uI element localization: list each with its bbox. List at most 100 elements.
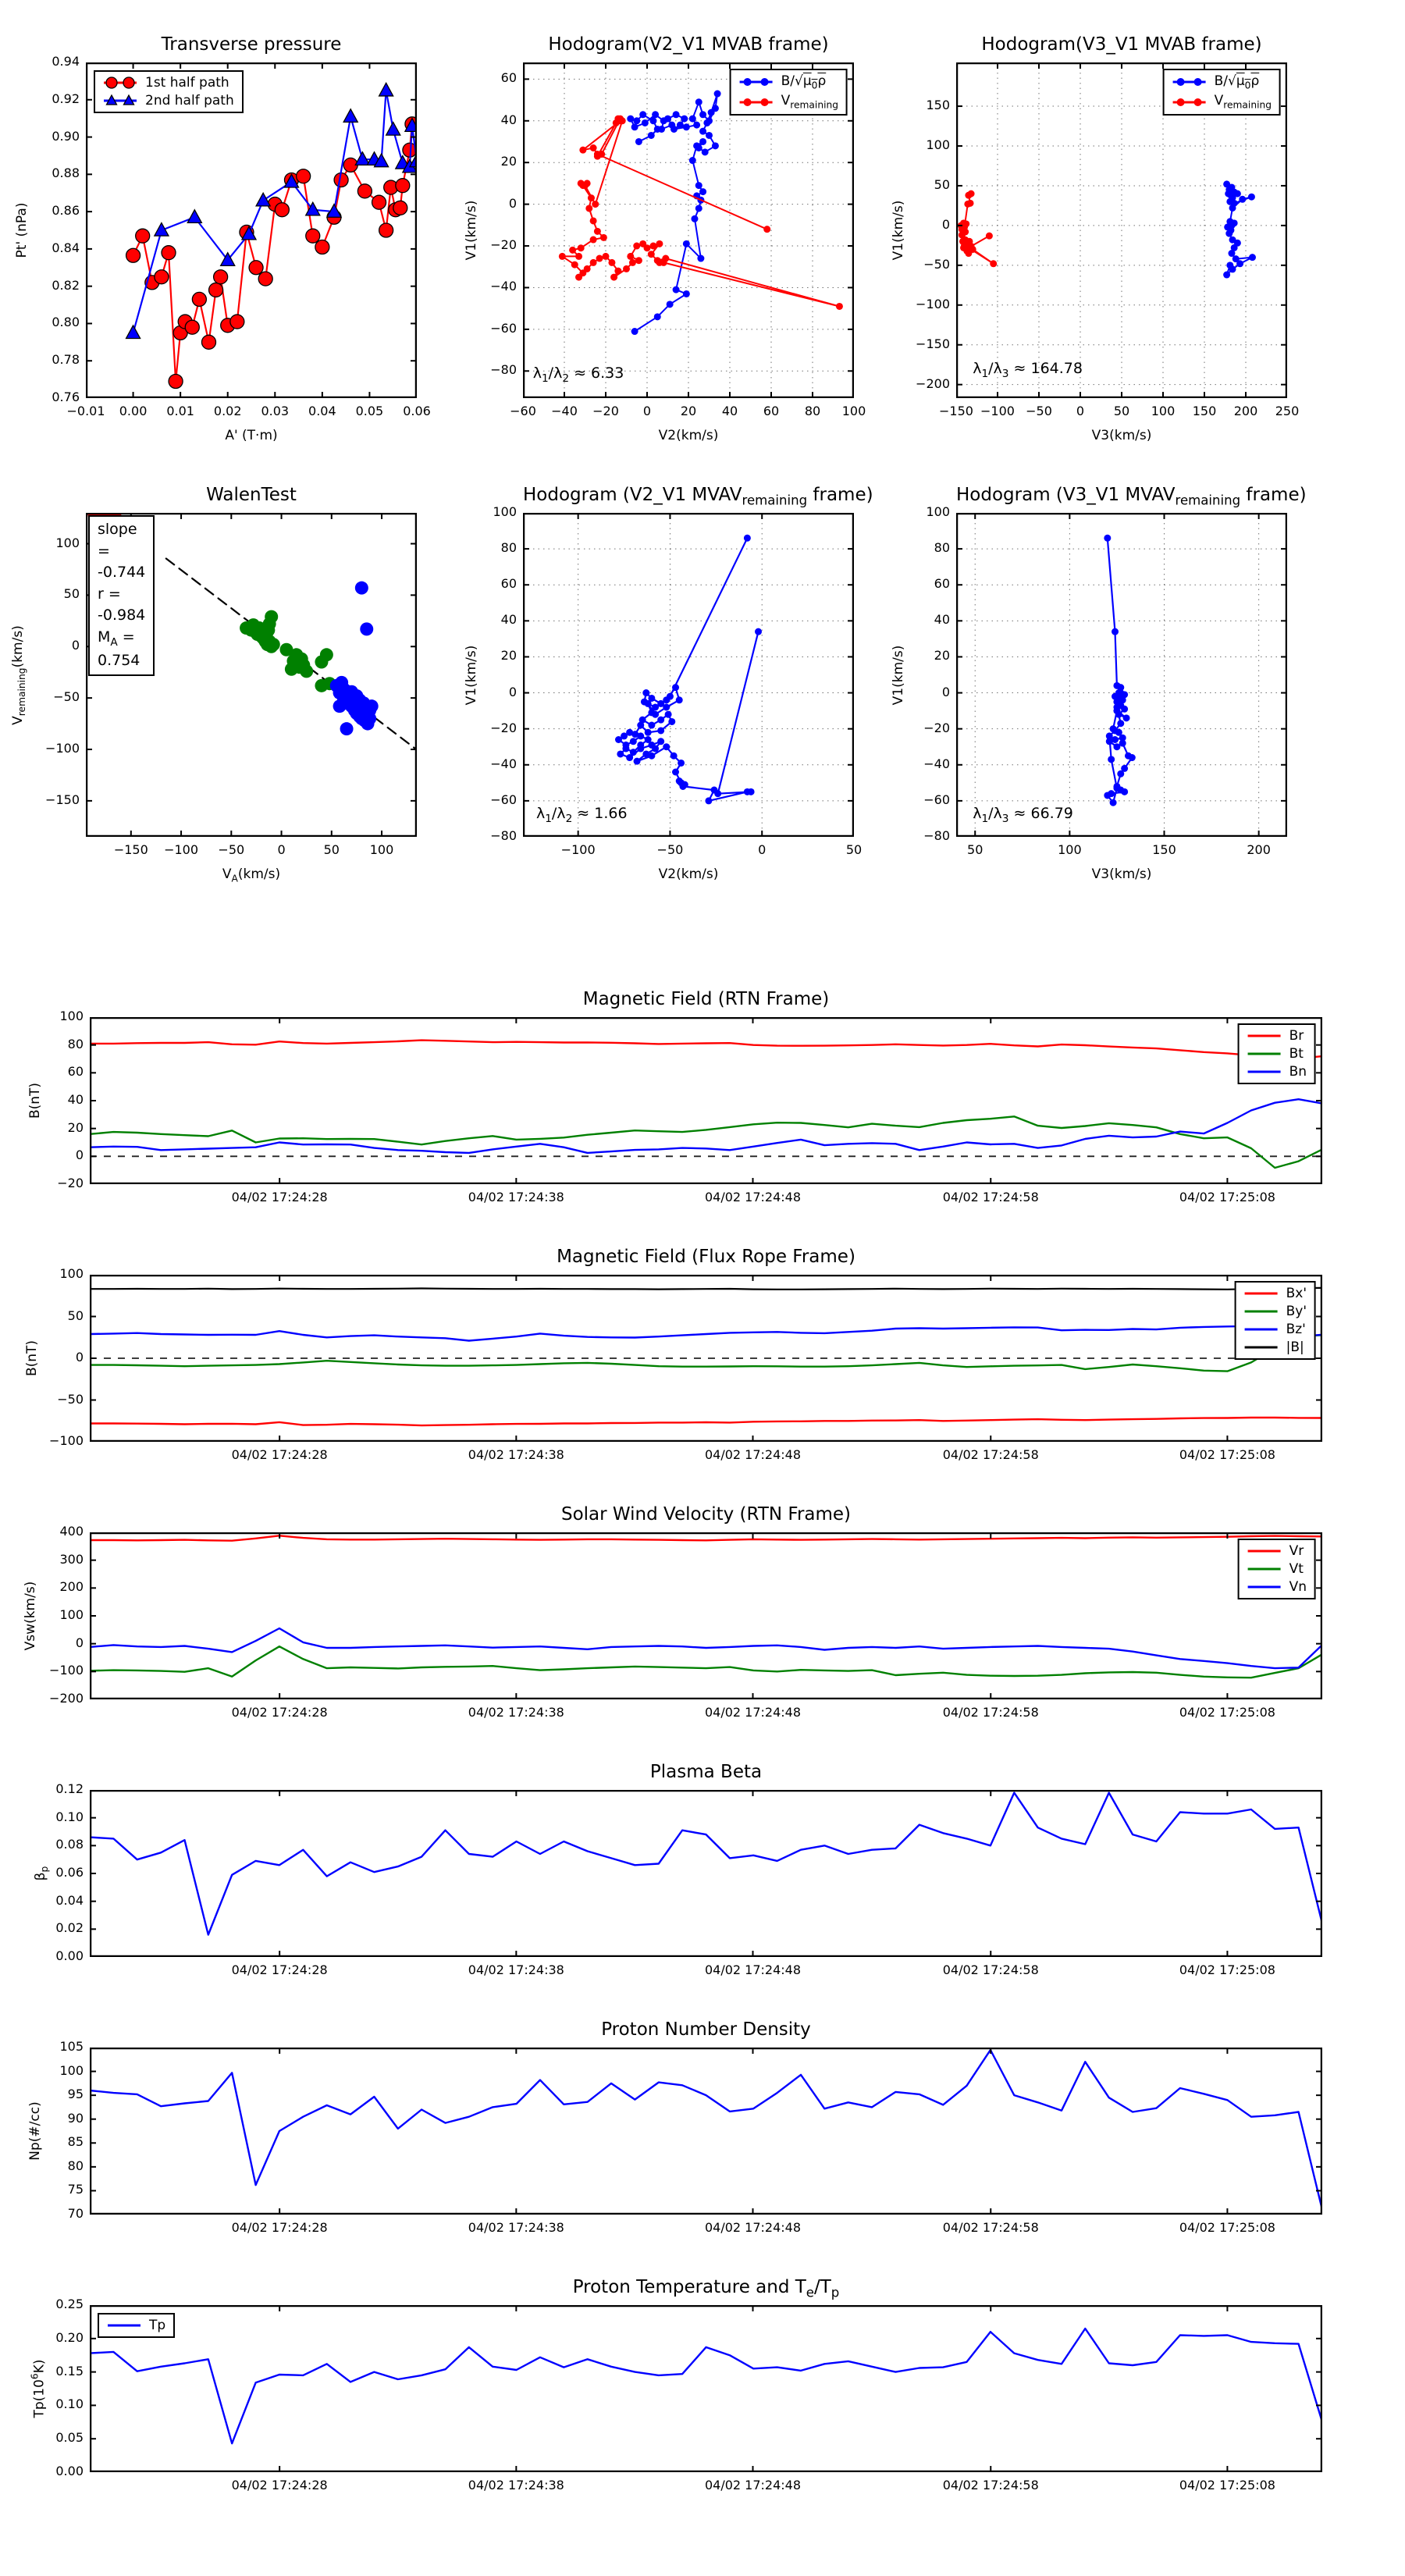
legend-label: B/√μ0ρ <box>1214 73 1260 91</box>
y-tick-label: 0.80 <box>52 315 80 330</box>
second-half-path-marker <box>219 251 236 266</box>
legend-item: Bx' <box>1243 1286 1307 1301</box>
b-path-marker <box>1230 244 1238 251</box>
x-tick-label: 200 <box>1247 842 1271 857</box>
b-path-marker <box>1248 254 1256 262</box>
b-path-marker <box>631 328 638 336</box>
y-tick-label: 0.10 <box>55 1809 84 1824</box>
y-tick-label: 100 <box>59 1266 84 1281</box>
v-path-marker <box>628 258 636 266</box>
legend-label: Vn <box>1289 1579 1307 1595</box>
x-tick-label: 04/02 17:25:08 <box>1179 1190 1275 1204</box>
y-tick-label: −20 <box>57 1176 84 1190</box>
v-path-marker <box>589 144 597 152</box>
x-tick-label: 04/02 17:24:58 <box>942 1962 1039 1977</box>
y-tick-label: 0 <box>508 195 517 211</box>
y-tick-label: −60 <box>923 792 950 807</box>
v-path-marker <box>657 716 665 724</box>
b-path-marker <box>703 119 711 126</box>
series-Vn <box>90 1627 1322 1670</box>
x-tick-label: −40 <box>551 404 578 418</box>
legend-sample-blue-line-icon <box>1247 1585 1281 1589</box>
legend-sample-red-circle-icon <box>104 76 137 89</box>
y-tick-label: 0 <box>71 638 80 653</box>
second-half-path-marker <box>125 324 141 340</box>
series-Bx-prime <box>90 1416 1322 1427</box>
y-tick-label: 200 <box>59 1579 84 1595</box>
y-tick-label: 80 <box>67 1036 84 1051</box>
first-half-path-marker <box>357 183 373 199</box>
legend-item: Vr <box>1246 1543 1307 1559</box>
x-tick-label: 04/02 17:24:58 <box>942 2220 1039 2235</box>
legend-sample-green-line-icon <box>1247 1567 1281 1571</box>
y-axis-label: Tp(106K) <box>29 2359 48 2418</box>
y-tick-label: 0.92 <box>52 91 80 106</box>
v-path-marker <box>569 246 577 254</box>
y-tick-label: 0.15 <box>55 2363 84 2379</box>
v-path-marker <box>990 260 998 268</box>
y-tick-label: −100 <box>916 296 950 311</box>
y-tick-label: 0.02 <box>55 1920 84 1936</box>
x-tick-label: 60 <box>763 404 780 418</box>
plot-area-plasma-beta <box>90 1790 1322 1957</box>
first-half-path-marker <box>201 334 217 350</box>
y-axis-label: Np(#/cc) <box>27 2101 43 2161</box>
second-half-path-marker <box>255 191 272 207</box>
v-path-marker <box>599 233 607 241</box>
series-Bn <box>90 1098 1322 1155</box>
x-tick-label: 04/02 17:24:28 <box>231 1705 328 1720</box>
y-tick-label: 20 <box>500 648 517 664</box>
b-path-marker <box>711 142 719 150</box>
v-path-marker <box>644 699 652 707</box>
v-path-marker <box>652 703 660 711</box>
y-tick-label: 150 <box>926 98 950 113</box>
x-tick-label: 100 <box>1058 842 1082 857</box>
b-path-marker <box>672 286 680 294</box>
v-path-marker <box>593 227 601 235</box>
v-path-marker <box>648 752 656 760</box>
v-path-marker <box>1121 788 1129 795</box>
annotation-eigenvalue-ratio: λ1/λ2 ≈ 1.66 <box>535 804 628 825</box>
v-path-marker <box>623 265 630 272</box>
legend-sample-blue-circle-icon <box>1172 78 1206 87</box>
b-path-marker <box>658 125 666 133</box>
green-points-marker <box>300 664 314 678</box>
x-tick-label: −150 <box>113 842 148 857</box>
stats-line: r = -0.984 <box>98 585 146 624</box>
v-path-marker <box>644 728 652 736</box>
plot-area-hodogram-v2v1-mvab <box>523 62 854 398</box>
x-tick-label: 04/02 17:24:28 <box>231 1962 328 1977</box>
legend: B/√μ0ρ Vremaining <box>1162 69 1281 116</box>
v-path-marker <box>1112 736 1119 743</box>
b-path-marker <box>697 254 705 262</box>
v-path-marker <box>627 252 635 260</box>
x-tick-label: 04/02 17:24:48 <box>704 1190 802 1204</box>
v-path-marker <box>965 191 973 199</box>
annotation-eigenvalue-ratio: λ1/λ3 ≈ 66.79 <box>973 804 1073 825</box>
y-tick-label: 40 <box>500 112 517 127</box>
v-path-marker <box>1105 732 1113 740</box>
second-half-path-marker <box>408 152 417 168</box>
v-path-marker <box>657 699 665 707</box>
b-path-marker <box>1228 250 1236 258</box>
plot-area-proton-temperature <box>90 2305 1322 2472</box>
plot-area-hodogram-v3v1-mvav <box>956 513 1287 837</box>
b-path-marker <box>707 109 715 116</box>
legend-label: Bx' <box>1286 1286 1307 1301</box>
legend-item: Bt <box>1246 1046 1307 1062</box>
plot-area-mag-rtn <box>90 1017 1322 1184</box>
first-half-path-marker <box>168 373 183 390</box>
x-tick-label: 50 <box>1113 404 1130 418</box>
y-tick-label: 60 <box>67 1064 84 1080</box>
b-path-marker <box>695 205 702 212</box>
y-tick-label: −100 <box>49 1433 84 1448</box>
y-tick-label: −80 <box>490 828 517 843</box>
first-half-path-marker <box>125 247 141 263</box>
v-path-marker <box>964 200 972 208</box>
legend-label: Vt <box>1289 1561 1304 1577</box>
first-half-path-marker <box>395 178 411 194</box>
b-path-marker <box>672 111 680 119</box>
legend-item: Vremaining <box>1171 93 1272 111</box>
x-axis-label: V3(km/s) <box>1091 866 1152 882</box>
y-axis-label: βp <box>32 1866 51 1881</box>
